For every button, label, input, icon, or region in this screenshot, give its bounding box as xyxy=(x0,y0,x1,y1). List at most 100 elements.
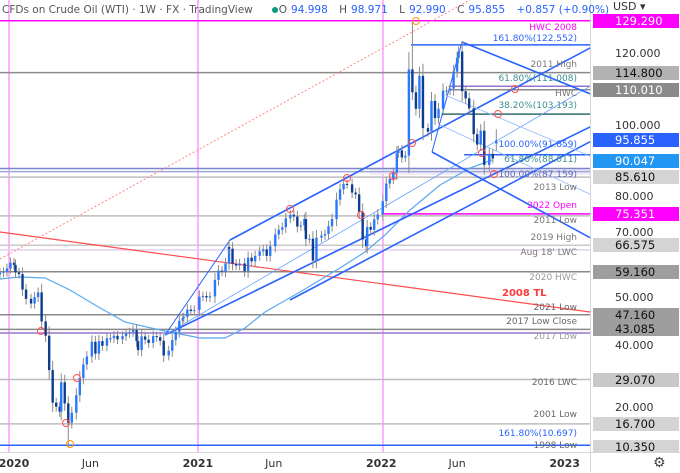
candle-body xyxy=(284,218,287,228)
pivot-marker xyxy=(494,110,502,118)
candle xyxy=(414,85,418,116)
symbol-title[interactable]: CFDs on Crude Oil (WTI) · 1W · FX · Trad… xyxy=(2,4,253,16)
candle xyxy=(109,333,112,343)
candle xyxy=(338,183,342,206)
pink-dotted-trendline[interactable] xyxy=(0,0,471,260)
candle-body xyxy=(220,270,224,272)
gear-icon[interactable]: ⚙ xyxy=(653,455,666,471)
candle-body xyxy=(109,338,112,340)
candle-body xyxy=(350,184,354,193)
candle xyxy=(178,314,181,338)
candle xyxy=(47,326,51,380)
candle-body xyxy=(258,251,261,256)
candle-body xyxy=(51,370,54,403)
candle xyxy=(488,147,491,171)
candle-body xyxy=(253,255,257,262)
pivot-marker xyxy=(408,139,416,147)
candle-body xyxy=(479,130,482,145)
pitchfork-handle[interactable] xyxy=(164,239,231,336)
candle-body xyxy=(17,272,21,275)
candle-body xyxy=(437,108,440,119)
pivot-marker xyxy=(73,374,81,382)
candle xyxy=(467,92,471,115)
candle-body xyxy=(407,69,411,156)
pitchfork-lower-parallel[interactable] xyxy=(289,118,590,301)
candle xyxy=(426,123,430,137)
change-value: +0.857 (+0.90%) xyxy=(516,4,610,16)
pivot-marker xyxy=(66,440,74,448)
descending-pitchfork[interactable] xyxy=(431,41,590,262)
pivot-marker xyxy=(511,85,519,93)
candle xyxy=(0,268,2,280)
candle-body xyxy=(452,71,455,89)
candle xyxy=(335,192,338,227)
candle-body xyxy=(201,296,205,298)
price-tag: 75.351 xyxy=(593,206,679,221)
candle-body xyxy=(304,219,308,240)
pivot-marker xyxy=(357,211,365,219)
candle-body xyxy=(234,263,238,266)
candle xyxy=(140,330,143,357)
candle-body xyxy=(265,249,268,256)
candle-body xyxy=(397,150,400,154)
candle xyxy=(483,121,486,175)
level-label: 2017 Low xyxy=(533,332,578,342)
candle-body xyxy=(224,263,227,272)
time-axis[interactable]: 2020 Jun 2021 Jun 2022 Jun 2023 xyxy=(0,452,590,473)
ascending-pitchfork[interactable] xyxy=(164,24,590,336)
candle xyxy=(400,144,404,163)
candle xyxy=(36,287,40,303)
pivot-marker xyxy=(37,327,45,335)
candle-body xyxy=(491,153,494,159)
candle xyxy=(181,313,185,326)
candle-body xyxy=(308,238,311,240)
candle xyxy=(217,264,220,286)
pitchfork-upper-line[interactable] xyxy=(229,24,590,241)
level-label: 2020 HWC xyxy=(529,273,577,283)
candle-body xyxy=(193,309,196,312)
pitchfork-median-line[interactable] xyxy=(164,60,590,336)
desc-lower-line[interactable] xyxy=(431,151,590,262)
candle xyxy=(397,145,400,158)
candle xyxy=(220,266,224,277)
candle-body xyxy=(418,75,421,109)
candle-body xyxy=(9,262,12,269)
candle xyxy=(304,211,308,247)
price-tick: 50.000 xyxy=(615,290,654,304)
candle xyxy=(167,345,170,361)
candle xyxy=(208,291,212,302)
candle xyxy=(472,100,475,143)
candle-body xyxy=(426,128,430,132)
candle xyxy=(381,194,384,221)
desc-median-line[interactable] xyxy=(444,94,590,175)
settings-button[interactable]: ⚙ xyxy=(590,452,680,472)
candle xyxy=(201,291,205,302)
candle xyxy=(162,334,165,362)
candle-body xyxy=(395,153,399,173)
desc-upper-line[interactable] xyxy=(461,41,590,112)
candle-body xyxy=(299,225,303,227)
currency-selector[interactable]: USD ▾ xyxy=(613,0,646,13)
candle-body xyxy=(483,130,486,165)
candle xyxy=(97,334,101,360)
price-tag: 129.290 xyxy=(593,13,679,28)
candle-body xyxy=(488,153,491,165)
candle xyxy=(421,63,425,141)
price-chart[interactable] xyxy=(0,0,590,452)
candle xyxy=(238,258,241,271)
pitchfork-lower-line[interactable] xyxy=(164,105,590,336)
candle xyxy=(392,167,395,185)
year-separators xyxy=(8,0,384,452)
candle-body xyxy=(112,335,116,339)
candle-body xyxy=(47,335,51,371)
candle-body xyxy=(430,100,433,132)
candle xyxy=(284,212,287,233)
desc-inner-line[interactable] xyxy=(439,124,590,215)
candle-body xyxy=(85,356,89,365)
price-axis[interactable]: USD ▾ 120.000 100.000 80.000 70.000 50.000 40… xyxy=(590,0,680,472)
price-tag: 59.160 xyxy=(593,264,679,279)
candle xyxy=(479,124,482,151)
candle-body xyxy=(82,364,85,378)
level-label: HWC 2008 xyxy=(529,23,577,33)
candle-body xyxy=(97,341,101,354)
